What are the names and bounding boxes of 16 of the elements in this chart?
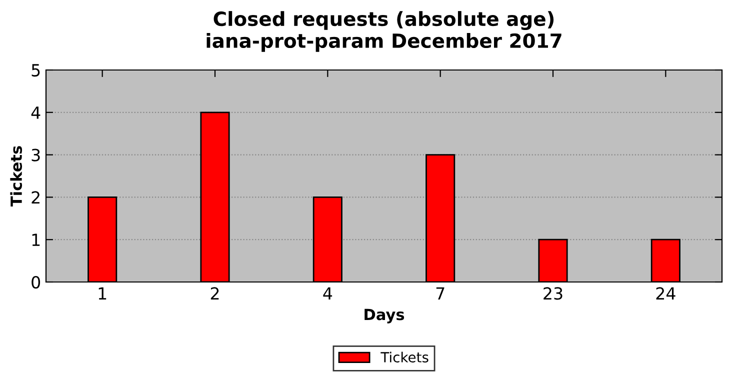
legend-label: Tickets bbox=[380, 352, 428, 362]
x-tick-label: 2 bbox=[210, 287, 219, 300]
chart-title: Closed requests (absolute age) iana-prot-param December 2017 bbox=[206, 11, 562, 52]
y-tick-label: 2 bbox=[32, 191, 40, 204]
y-tick-label: 3 bbox=[32, 148, 40, 162]
y-tick-label: 1 bbox=[32, 234, 40, 246]
x-tick-label: 4 bbox=[323, 287, 332, 300]
x-tick-label: 24 bbox=[656, 287, 676, 300]
y-tick-label: 5 bbox=[32, 64, 40, 77]
y-tick-label: 0 bbox=[32, 276, 40, 289]
x-tick-label: 1 bbox=[98, 287, 106, 300]
x-axis-title: Days bbox=[364, 308, 404, 324]
x-tick-label: 7 bbox=[436, 287, 444, 300]
x-tick-label: 23 bbox=[544, 287, 562, 300]
y-axis-title: Tickets bbox=[10, 146, 22, 207]
y-tick-label: 4 bbox=[31, 106, 40, 119]
